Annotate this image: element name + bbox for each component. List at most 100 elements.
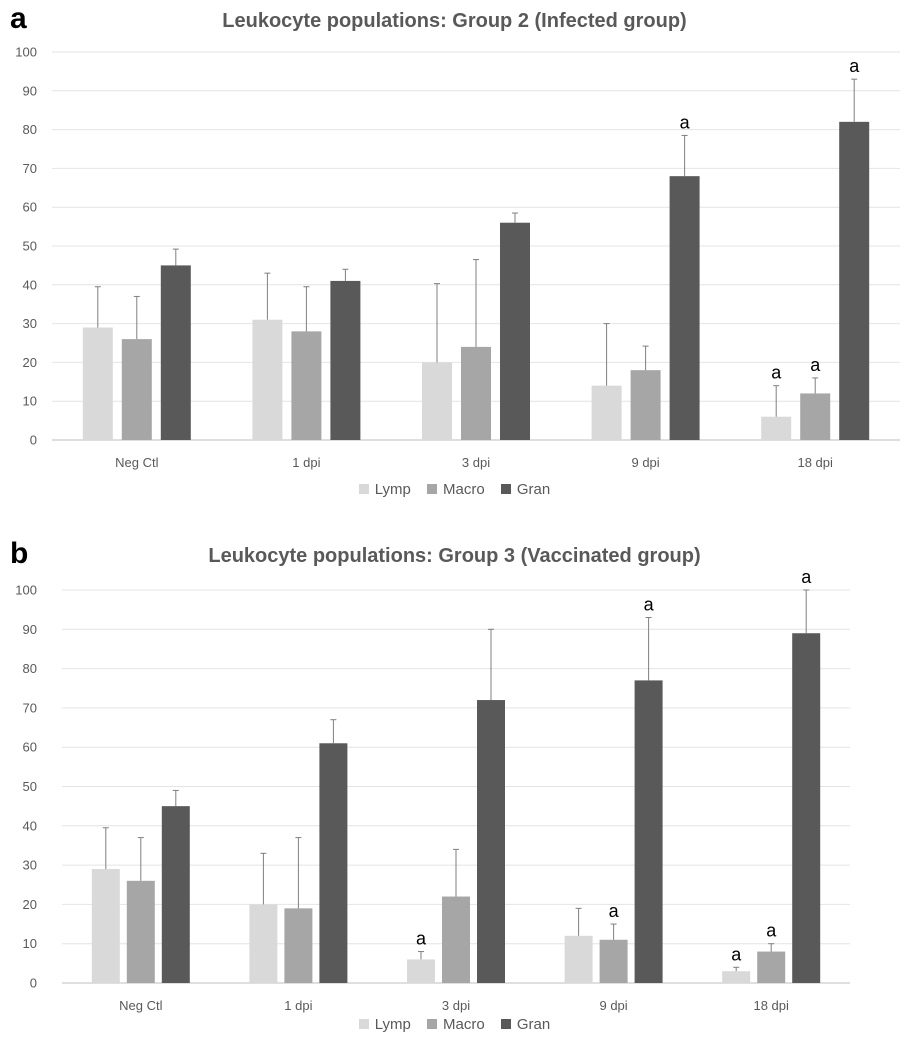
bar-gran [839, 121, 870, 440]
legend-swatch [358, 1019, 369, 1029]
legend-item-lymp: Lymp [358, 481, 411, 498]
x-category-label: 3 dpi [462, 455, 490, 470]
significance-label: a [810, 355, 821, 375]
bar-macro [630, 370, 661, 440]
y-tick-label: 90 [23, 622, 37, 637]
significance-label: a [609, 901, 620, 921]
bar-gran [477, 700, 505, 983]
bar-lymp [252, 319, 283, 440]
legend-item-lymp: Lymp [358, 1016, 411, 1033]
legend-item-gran: Gran [500, 1016, 551, 1033]
y-tick-label: 30 [23, 316, 37, 331]
legend-label: Lymp [374, 1016, 411, 1033]
x-category-label: 18 dpi [797, 455, 833, 470]
bar-macro [126, 880, 155, 983]
legend-label: Lymp [374, 481, 411, 498]
significance-label: a [731, 944, 742, 964]
y-tick-label: 20 [23, 897, 37, 912]
bar-macro [284, 908, 313, 983]
x-category-label: Neg Ctl [119, 998, 162, 1013]
bar-chart: 0 10 20 30 40 50 60 70 80 90 100 Neg Ctl 1 dpi a 3 dpi… [15, 567, 850, 1013]
legend-swatch [427, 1019, 438, 1029]
y-tick-label: 70 [23, 161, 37, 176]
y-tick-label: 0 [30, 433, 37, 448]
x-category-label: Neg Ctl [115, 455, 158, 470]
bar-lymp [422, 362, 452, 440]
bar-lymp [591, 385, 622, 440]
y-tick-label: 100 [15, 583, 37, 598]
x-category-label: 9 dpi [599, 998, 627, 1013]
chart-legend: Lymp Macro Gran [0, 1016, 909, 1033]
x-category-label: 1 dpi [284, 998, 312, 1013]
y-tick-label: 40 [23, 277, 37, 292]
bar-macro [442, 896, 470, 983]
chart-panel-a: a Leukocyte populations: Group 2 (Infect… [0, 0, 909, 510]
significance-label: a [771, 363, 782, 383]
y-tick-label: 0 [30, 976, 37, 991]
bar-macro [291, 331, 322, 440]
bar-lymp [761, 416, 792, 440]
y-tick-label: 100 [15, 45, 37, 60]
bar-lymp [249, 904, 278, 983]
chart-title: Leukocyte populations: Group 2 (Infected… [222, 10, 687, 32]
legend-label: Gran [516, 481, 551, 498]
y-tick-label: 60 [23, 740, 37, 755]
y-tick-label: 20 [23, 355, 37, 370]
chart-title: Leukocyte populations: Group 3 (Vaccinat… [208, 545, 701, 567]
bar-lymp [91, 869, 120, 983]
chart-panel-b: b Leukocyte populations: Group 3 (Vaccin… [0, 535, 909, 1040]
significance-label: a [766, 921, 777, 941]
y-tick-label: 50 [23, 779, 37, 794]
significance-label: a [680, 112, 691, 132]
bar-macro [461, 346, 491, 440]
significance-label: a [849, 56, 860, 76]
legend-swatch [500, 1019, 511, 1029]
bar-gran [669, 176, 700, 440]
y-tick-label: 10 [23, 394, 37, 409]
legend-label: Gran [516, 1016, 551, 1033]
y-tick-label: 60 [23, 200, 37, 215]
bar-chart: 0 10 20 30 40 50 60 70 80 90 100 Neg Ctl 1 dpi 3 dpi a… [15, 45, 900, 470]
bar-lymp [564, 935, 593, 983]
bar-gran [319, 743, 348, 983]
chart-legend: Lymp Macro Gran [0, 481, 909, 498]
bar-macro [121, 339, 152, 440]
bar-gran [330, 280, 361, 440]
significance-label: a [416, 929, 427, 949]
legend-item-macro: Macro [427, 1016, 485, 1033]
legend-swatch [358, 484, 369, 494]
legend-swatch [500, 484, 511, 494]
legend-swatch [427, 484, 438, 494]
bar-gran [792, 633, 821, 983]
bar-lymp [722, 971, 751, 983]
x-category-label: 3 dpi [442, 998, 470, 1013]
bar-gran [161, 806, 190, 983]
y-tick-label: 10 [23, 936, 37, 951]
bar-lymp [407, 959, 435, 983]
bar-macro [800, 393, 831, 440]
bar-lymp [82, 327, 113, 440]
significance-label: a [644, 595, 655, 615]
y-tick-label: 90 [23, 83, 37, 98]
panel-letter: a [10, 2, 27, 35]
x-category-label: 9 dpi [631, 455, 659, 470]
bar-macro [599, 939, 628, 983]
x-category-label: 18 dpi [753, 998, 789, 1013]
x-category-label: 1 dpi [292, 455, 320, 470]
bar-gran [160, 265, 191, 440]
legend-item-gran: Gran [500, 481, 551, 498]
significance-label: a [801, 567, 812, 587]
y-tick-label: 40 [23, 818, 37, 833]
bar-macro [757, 951, 786, 983]
bar-gran [500, 222, 530, 440]
y-tick-label: 50 [23, 239, 37, 254]
legend-label: Macro [443, 1016, 485, 1033]
y-tick-label: 30 [23, 858, 37, 873]
y-tick-label: 80 [23, 122, 37, 137]
y-tick-label: 70 [23, 700, 37, 715]
panel-letter: b [10, 537, 29, 570]
legend-label: Macro [443, 481, 485, 498]
legend-item-macro: Macro [427, 481, 485, 498]
bar-gran [634, 680, 663, 983]
y-tick-label: 80 [23, 661, 37, 676]
